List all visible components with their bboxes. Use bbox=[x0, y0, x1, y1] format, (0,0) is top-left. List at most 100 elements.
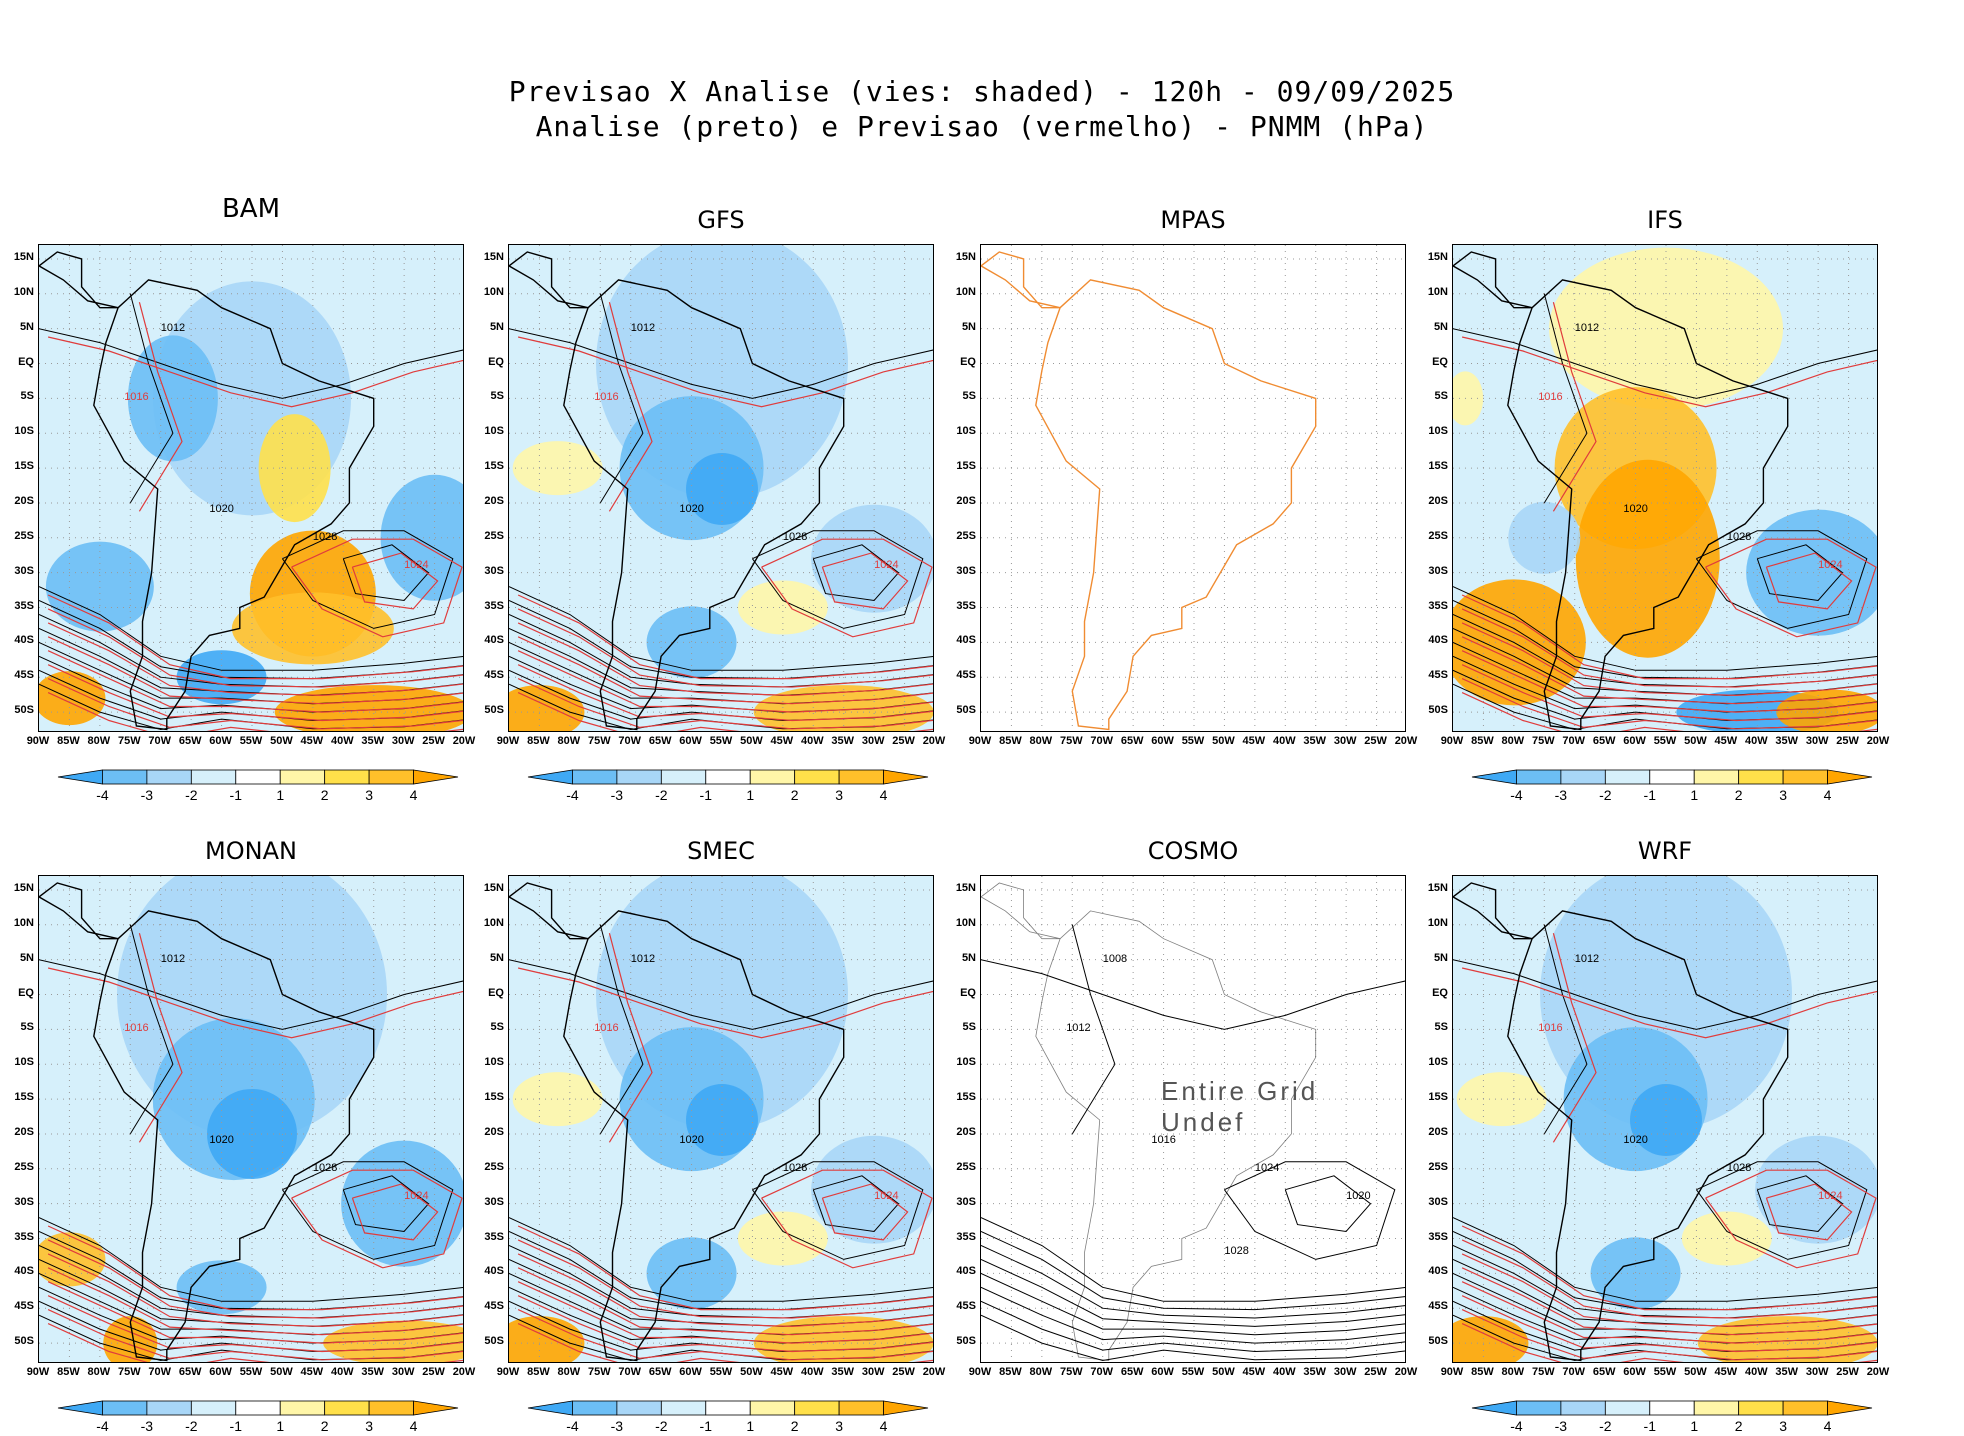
contour-label: 1024 bbox=[874, 558, 899, 571]
lat-tick-label: 25S bbox=[14, 529, 34, 542]
lon-tick-label: 60W bbox=[1151, 735, 1174, 747]
lat-tick-label: 30S bbox=[14, 1195, 34, 1208]
contour-label: 1016 bbox=[594, 1022, 619, 1035]
colorbar-label: 2 bbox=[790, 787, 799, 803]
lat-tick-label: 30S bbox=[1428, 564, 1448, 577]
lon-tick-label: 90W bbox=[26, 735, 50, 747]
coastline-south-america bbox=[1035, 279, 1317, 731]
lat-tick-label: 30S bbox=[956, 1195, 976, 1208]
map-canvas bbox=[1453, 245, 1877, 731]
contour-label: 1012 bbox=[630, 952, 656, 965]
colorbar-segment bbox=[660, 769, 707, 785]
colorbar-label: -2 bbox=[655, 787, 668, 803]
lon-tick-label: 85W bbox=[1471, 1366, 1494, 1378]
analysis-isobars bbox=[981, 924, 1405, 1362]
colorbar-label: -4 bbox=[1510, 1418, 1523, 1434]
lat-lon-grid bbox=[39, 876, 463, 1362]
map-canvas bbox=[1453, 876, 1877, 1362]
map-canvas bbox=[509, 245, 933, 731]
lon-tick-label: 45W bbox=[770, 1366, 794, 1378]
colorbar-label: 2 bbox=[1734, 1418, 1743, 1434]
lat-tick-label: 5S bbox=[962, 1021, 976, 1034]
colorbar-segment bbox=[705, 1400, 751, 1416]
map-canvas bbox=[981, 245, 1405, 731]
lat-tick-label: 5S bbox=[1434, 390, 1448, 403]
lat-tick-label: 40S bbox=[956, 1265, 976, 1278]
lon-tick-label: 25W bbox=[1836, 735, 1859, 747]
lat-tick-label: 10S bbox=[956, 1056, 976, 1069]
lon-tick-label: 60W bbox=[1151, 1366, 1174, 1378]
lon-tick-label: 30W bbox=[1333, 735, 1357, 747]
lon-tick-label: 60W bbox=[209, 1366, 232, 1378]
lat-tick-label: 5N bbox=[961, 320, 976, 333]
colorbar-segment bbox=[1782, 769, 1828, 785]
colorbar-label: -1 bbox=[1643, 787, 1656, 803]
colorbar-segment bbox=[235, 1400, 281, 1416]
lon-tick-label: 85W bbox=[527, 1366, 550, 1378]
colorbar-segment bbox=[235, 769, 281, 785]
bias-region bbox=[737, 1211, 828, 1266]
lat-tick-label: 25S bbox=[1428, 1160, 1448, 1173]
lat-tick-label: 15S bbox=[14, 460, 34, 473]
lat-tick-label: 5S bbox=[490, 1021, 504, 1034]
colorbar-segment bbox=[527, 1400, 573, 1416]
lat-tick-label: 20S bbox=[14, 494, 34, 507]
colorbar-segment bbox=[616, 1400, 662, 1416]
lon-tick-label: 35W bbox=[1775, 1366, 1799, 1378]
colorbar-segment bbox=[1471, 769, 1517, 785]
lat-tick-label: EQ bbox=[488, 986, 504, 999]
lon-tick-label: 45W bbox=[1714, 735, 1738, 747]
lon-tick-label: 30W bbox=[391, 1366, 415, 1378]
coastline-central-america bbox=[39, 251, 119, 309]
lon-tick-label: 40W bbox=[800, 735, 824, 747]
bias-region bbox=[1630, 1084, 1702, 1156]
colorbar-label: -4 bbox=[566, 787, 579, 803]
lon-tick-label: 75W bbox=[1531, 735, 1555, 747]
colorbar-label: 4 bbox=[1823, 787, 1832, 803]
lat-tick-label: 45S bbox=[1428, 1300, 1448, 1313]
bias-shading bbox=[509, 876, 933, 1362]
lon-tick-label: 40W bbox=[1272, 735, 1296, 747]
colorbar-segment bbox=[1693, 1400, 1740, 1416]
lon-tick-label: 30W bbox=[1805, 1366, 1829, 1378]
colorbar-segment bbox=[1471, 1400, 1517, 1416]
colorbar-label: -3 bbox=[1554, 787, 1568, 803]
lat-tick-label: EQ bbox=[960, 986, 976, 999]
lon-tick-label: 50W bbox=[1684, 735, 1707, 747]
colorbar bbox=[527, 1400, 929, 1416]
lon-tick-label: 20W bbox=[1866, 735, 1890, 747]
contour-label: 1020 bbox=[679, 502, 704, 515]
lat-tick-label: 15N bbox=[955, 250, 976, 263]
lat-tick-label: 40S bbox=[484, 634, 504, 647]
lat-tick-label: 20S bbox=[1428, 494, 1448, 507]
lat-tick-label: 25S bbox=[1428, 529, 1448, 542]
panel-title-mpas: MPAS bbox=[1160, 206, 1226, 234]
contour-label: 1012 bbox=[1066, 1022, 1091, 1035]
lat-tick-label: 25S bbox=[956, 1160, 976, 1173]
lat-tick-label: 30S bbox=[1428, 1195, 1448, 1208]
colorbar-label: -1 bbox=[1643, 1418, 1656, 1434]
colorbar-label: -3 bbox=[610, 1418, 624, 1434]
colorbar-segment bbox=[368, 1400, 414, 1416]
colorbar-label: 3 bbox=[1779, 1418, 1787, 1434]
undefined-grid-notice: Entire Grid Undef bbox=[1161, 1076, 1319, 1137]
forecast-isobars bbox=[47, 302, 463, 731]
lat-lon-grid bbox=[981, 876, 1405, 1362]
contour-label: 1024 bbox=[404, 1189, 429, 1202]
coastline-south-america bbox=[563, 910, 845, 1362]
coastline-central-america bbox=[509, 882, 589, 940]
lat-tick-label: 45S bbox=[956, 1300, 976, 1313]
lon-tick-label: 30W bbox=[391, 735, 415, 747]
lat-tick-label: 10N bbox=[483, 916, 504, 929]
bias-region bbox=[1549, 247, 1783, 410]
map-panel-bam: 1012 1016 1020 1024 1028 bbox=[38, 244, 464, 732]
lat-tick-label: 5S bbox=[20, 1021, 34, 1034]
colorbar-segment bbox=[616, 769, 662, 785]
contour-label: 1020 bbox=[1346, 1189, 1371, 1202]
map-panel-wrf: 1012 1016 1020 1024 1028 bbox=[1452, 875, 1878, 1363]
contour-label: 1024 bbox=[1818, 558, 1843, 571]
contour-label: 1012 bbox=[1574, 321, 1600, 334]
lat-tick-label: 10N bbox=[1427, 285, 1448, 298]
lat-tick-label: EQ bbox=[18, 355, 34, 368]
forecast-isobars bbox=[47, 933, 463, 1362]
